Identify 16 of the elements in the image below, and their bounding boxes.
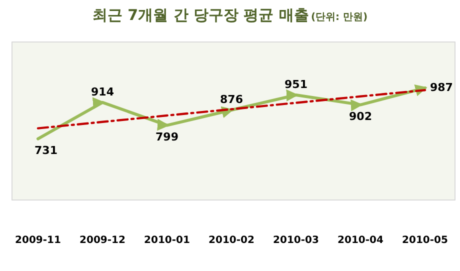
data-label: 951 [284, 78, 308, 92]
x-tick-label: 2009-11 [15, 235, 61, 246]
chart-subtitle: (단위: 만원) [310, 12, 368, 23]
x-tick-label: 2010-01 [144, 235, 190, 246]
data-label: 914 [91, 85, 114, 98]
data-label: 987 [430, 80, 453, 94]
x-tick-label: 2010-05 [402, 235, 448, 246]
x-tick-label: 2010-04 [338, 235, 384, 246]
data-label: 876 [220, 92, 244, 106]
chart-title: 최근 7개월 간 당구장 평균 매출 [92, 6, 309, 24]
data-label: 731 [34, 144, 58, 157]
data-label: 902 [349, 110, 372, 123]
x-tick-label: 2010-03 [273, 235, 319, 246]
x-tick-label: 2010-02 [208, 235, 254, 246]
x-tick-label: 2009-12 [80, 235, 126, 246]
data-label: 799 [156, 130, 178, 144]
